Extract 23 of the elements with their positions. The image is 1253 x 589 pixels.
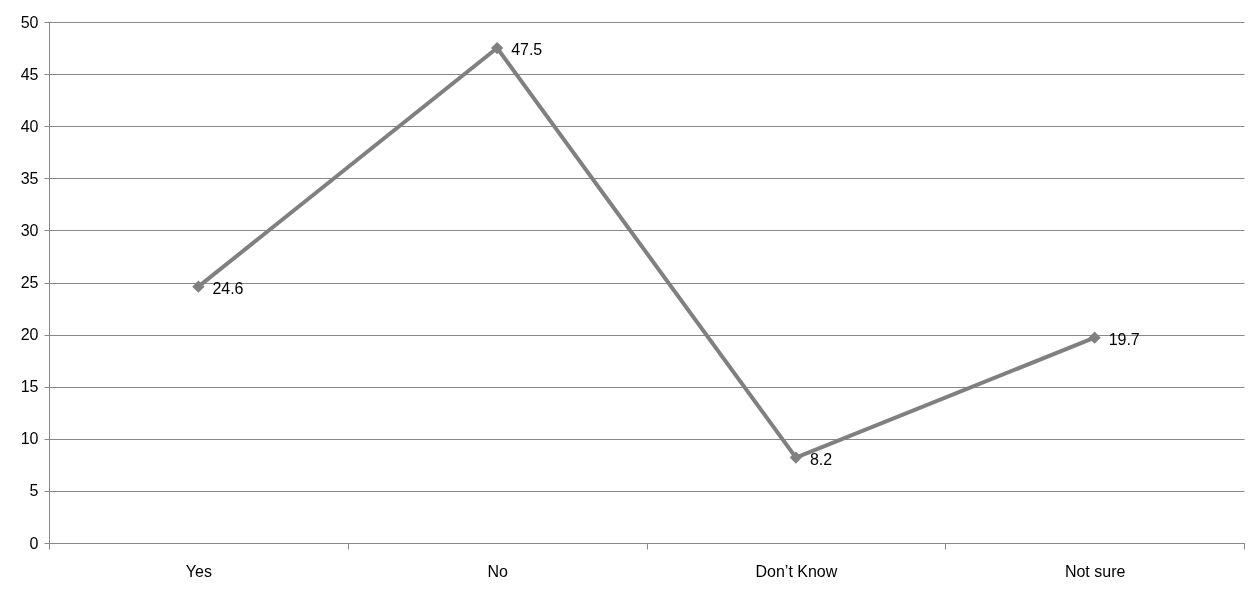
data-label: 8.2 bbox=[809, 450, 833, 468]
y-tick-label: 50 bbox=[20, 13, 39, 31]
y-tick-label: 45 bbox=[20, 65, 39, 83]
x-tick-label: No bbox=[487, 562, 508, 580]
y-tick-label: 15 bbox=[20, 378, 39, 396]
x-tick-label: Yes bbox=[185, 562, 212, 580]
y-tick-label: 5 bbox=[29, 482, 39, 500]
y-tick-label: 25 bbox=[20, 274, 39, 291]
x-tick-label: Don’t Know bbox=[755, 562, 838, 580]
data-label: 24.6 bbox=[212, 279, 244, 297]
y-tick-label: 0 bbox=[29, 534, 39, 552]
y-tick-label: 20 bbox=[20, 326, 39, 344]
y-tick-label: 30 bbox=[20, 221, 39, 239]
data-label: 19.7 bbox=[1108, 330, 1140, 348]
x-tick-label: Not sure bbox=[1064, 562, 1126, 580]
data-label: 47.5 bbox=[511, 41, 543, 59]
y-tick-label: 35 bbox=[20, 169, 39, 187]
y-tick-label: 40 bbox=[20, 117, 39, 135]
y-tick-label: 10 bbox=[20, 430, 39, 448]
point bbox=[491, 41, 504, 55]
point bbox=[192, 280, 205, 293]
point bbox=[789, 451, 802, 464]
point bbox=[1088, 331, 1101, 344]
